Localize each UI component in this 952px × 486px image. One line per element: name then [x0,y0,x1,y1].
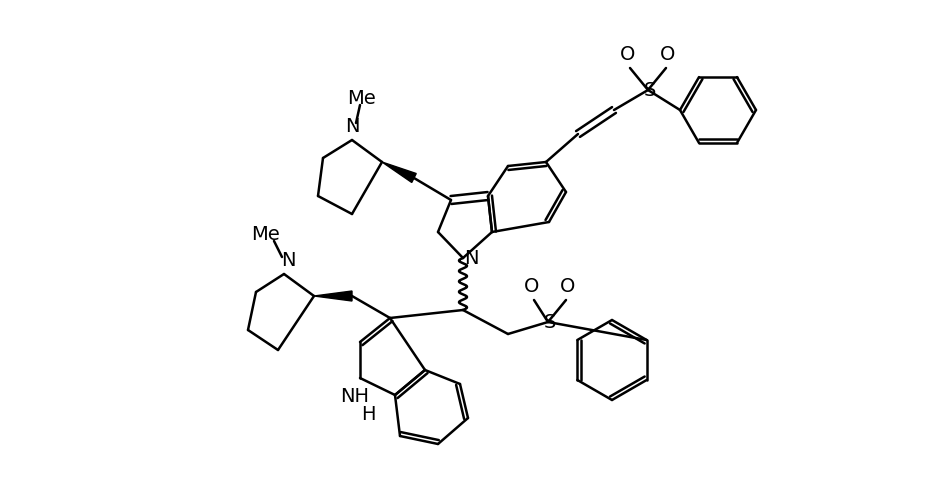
Text: O: O [660,46,675,65]
Polygon shape [313,291,351,301]
Text: S: S [644,81,656,100]
Text: H: H [361,404,375,423]
Text: O: O [620,46,635,65]
Polygon shape [382,162,416,182]
Text: N: N [345,117,359,136]
Text: NH: NH [340,386,369,405]
Text: O: O [560,278,575,296]
Text: S: S [544,312,556,331]
Text: O: O [524,278,539,296]
Text: N: N [464,249,478,268]
Text: Me: Me [347,88,376,107]
Text: Me: Me [251,225,280,243]
Text: N: N [281,250,295,270]
